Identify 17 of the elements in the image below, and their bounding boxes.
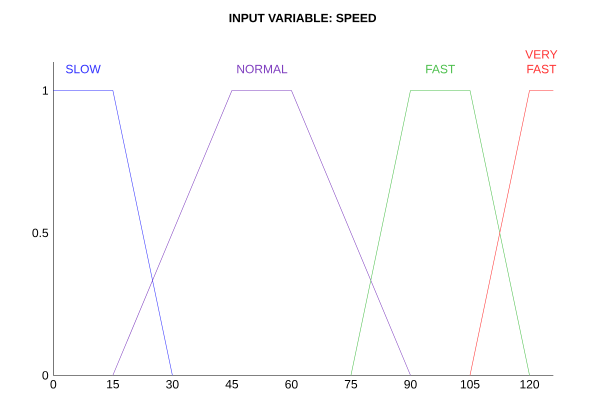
series-label: VERY FAST <box>525 50 558 74</box>
x-tick-label: 30 <box>166 380 179 389</box>
chart-title: INPUT VARIABLE: SPEED <box>230 14 376 22</box>
x-tick-label: 105 <box>460 380 480 389</box>
x-tick-label: 45 <box>226 380 238 388</box>
x-tick-label: 75 <box>344 380 358 388</box>
x-tick-label: 15 <box>107 380 120 388</box>
x-tick-label: 0 <box>50 380 56 389</box>
x-tick-label: 60 <box>285 380 298 389</box>
y-tick-label: 0.5 <box>32 228 48 238</box>
y-tick-label: 0 <box>42 371 48 380</box>
series-label: SLOW <box>66 64 101 74</box>
x-tick-label: 90 <box>404 380 417 389</box>
x-tick-label: 120 <box>520 380 540 389</box>
series-label: FAST <box>426 64 455 74</box>
y-tick-label: 1 <box>42 86 48 95</box>
series-label: NORMAL <box>237 64 288 74</box>
